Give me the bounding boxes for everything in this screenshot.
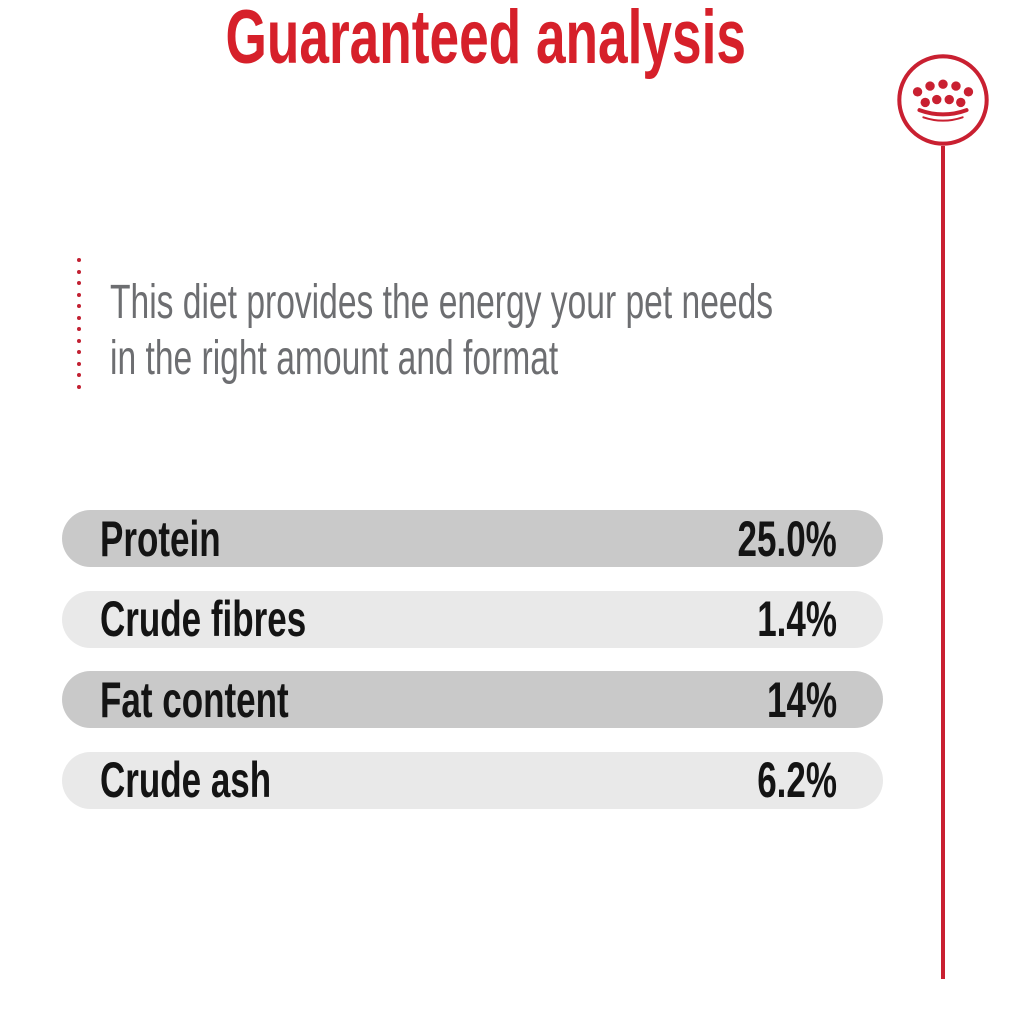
accent-dot [77, 315, 81, 320]
row-value: 25.0% [737, 510, 837, 567]
accent-dot [77, 327, 81, 331]
analysis-row: Fat content 14% [62, 671, 883, 728]
accent-dot [77, 338, 81, 343]
row-value: 1.4% [757, 591, 837, 647]
page-title-text: Guaranteed analysis [225, 0, 747, 80]
row-label: Protein [100, 510, 221, 567]
royal-canin-badge [895, 52, 991, 148]
row-label: Crude fibres [100, 591, 307, 647]
crown-icon [897, 54, 989, 146]
analysis-table: Protein 25.0% Crude fibres 1.4% Fat cont… [62, 510, 883, 809]
analysis-row: Crude ash 6.2% [62, 751, 883, 809]
intro-line-1: This diet provides the energy your pet n… [110, 276, 774, 329]
row-value: 6.2% [757, 752, 837, 808]
accent-dot [77, 281, 81, 285]
vertical-accent-line [941, 146, 945, 979]
accent-dot [77, 373, 81, 377]
row-label: Crude ash [100, 752, 272, 808]
accent-dot [77, 361, 81, 366]
page-title: Guaranteed analysis [0, 0, 972, 76]
analysis-row: Crude fibres 1.4% [62, 590, 883, 648]
row-value: 14% [766, 671, 837, 728]
analysis-row: Protein 25.0% [62, 510, 883, 567]
intro-text: This diet provides the energy your pet n… [110, 275, 1024, 387]
accent-dot [77, 384, 81, 389]
row-label: Fat content [100, 671, 289, 728]
accent-dotted-line [77, 258, 81, 389]
accent-dot [77, 350, 81, 354]
accent-dot [77, 258, 81, 262]
accent-dot [77, 292, 81, 297]
accent-dot [77, 269, 81, 274]
accent-dot [77, 304, 81, 308]
intro-line-2: in the right amount and format [110, 332, 559, 385]
